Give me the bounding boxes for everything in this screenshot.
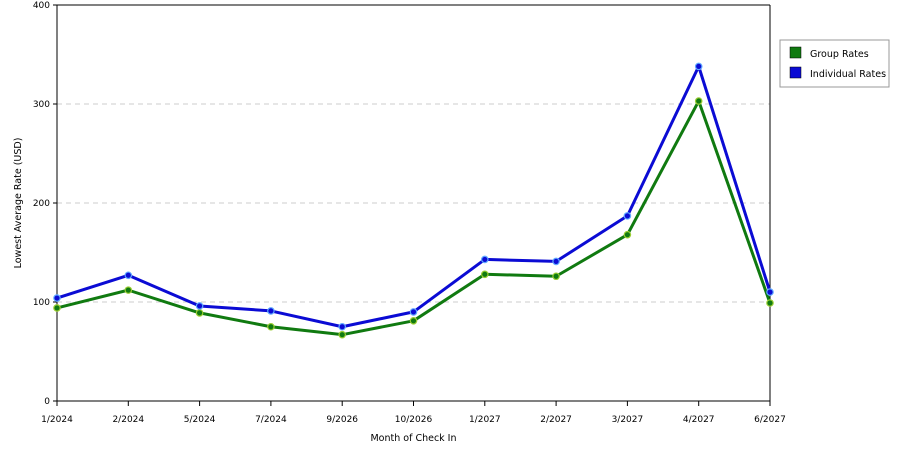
data-point xyxy=(53,294,61,302)
data-point xyxy=(267,307,275,315)
series-group xyxy=(53,62,774,339)
data-point xyxy=(124,271,133,280)
x-tick-label: 5/2024 xyxy=(184,415,216,425)
data-point xyxy=(694,62,703,71)
data-point xyxy=(766,288,774,296)
y-tick-label: 300 xyxy=(33,100,50,110)
y-axis-ticks: 0 100 200 300 400 xyxy=(33,1,57,407)
series-line xyxy=(56,64,772,329)
data-point xyxy=(552,272,560,281)
y-tick-label: 100 xyxy=(33,298,50,308)
data-point xyxy=(623,212,632,220)
y-axis-title: Lowest Average Rate (USD) xyxy=(13,138,24,269)
gridlines xyxy=(57,103,770,303)
data-point xyxy=(195,302,204,310)
x-tick-label: 10/2026 xyxy=(395,415,433,425)
data-point xyxy=(766,299,774,307)
x-tick-label: 1/2027 xyxy=(469,415,501,425)
data-point xyxy=(195,309,204,317)
legend-label-individual: Individual Rates xyxy=(810,69,886,80)
data-point xyxy=(480,270,489,279)
data-point xyxy=(409,317,418,325)
legend-swatch-group xyxy=(789,46,802,59)
data-point xyxy=(124,286,133,294)
data-point xyxy=(694,97,703,105)
data-point xyxy=(409,308,418,316)
data-point xyxy=(338,322,347,331)
data-point xyxy=(552,257,560,266)
x-tick-label: 4/2027 xyxy=(683,415,715,425)
x-tick-label: 7/2024 xyxy=(255,415,287,425)
x-tick-label: 2/2027 xyxy=(540,415,572,425)
x-axis-title: Month of Check In xyxy=(370,433,456,444)
series-group-rates xyxy=(53,97,774,339)
legend-swatch-individual xyxy=(789,66,802,79)
y-tick-label: 400 xyxy=(33,1,50,11)
data-point xyxy=(480,255,489,264)
x-tick-label: 3/2027 xyxy=(612,415,644,425)
series-individual-rates xyxy=(53,62,774,331)
data-point xyxy=(53,304,61,312)
x-tick-label: 6/2027 xyxy=(754,415,786,425)
x-axis-ticks: 1/2024 2/2024 5/2024 7/2024 9/2026 10/2026 1/2… xyxy=(41,401,786,425)
x-tick-label: 1/2024 xyxy=(41,415,73,425)
x-tick-label: 9/2026 xyxy=(326,415,358,425)
data-point xyxy=(623,230,632,239)
legend-label-group: Group Rates xyxy=(810,49,869,60)
legend: Group Rates Individual Rates xyxy=(779,39,890,88)
y-tick-label: 200 xyxy=(33,199,50,209)
data-point xyxy=(338,330,347,339)
x-tick-label: 2/2024 xyxy=(112,415,144,425)
series-line xyxy=(56,99,772,337)
data-point xyxy=(267,322,275,331)
y-tick-label: 0 xyxy=(44,397,50,407)
